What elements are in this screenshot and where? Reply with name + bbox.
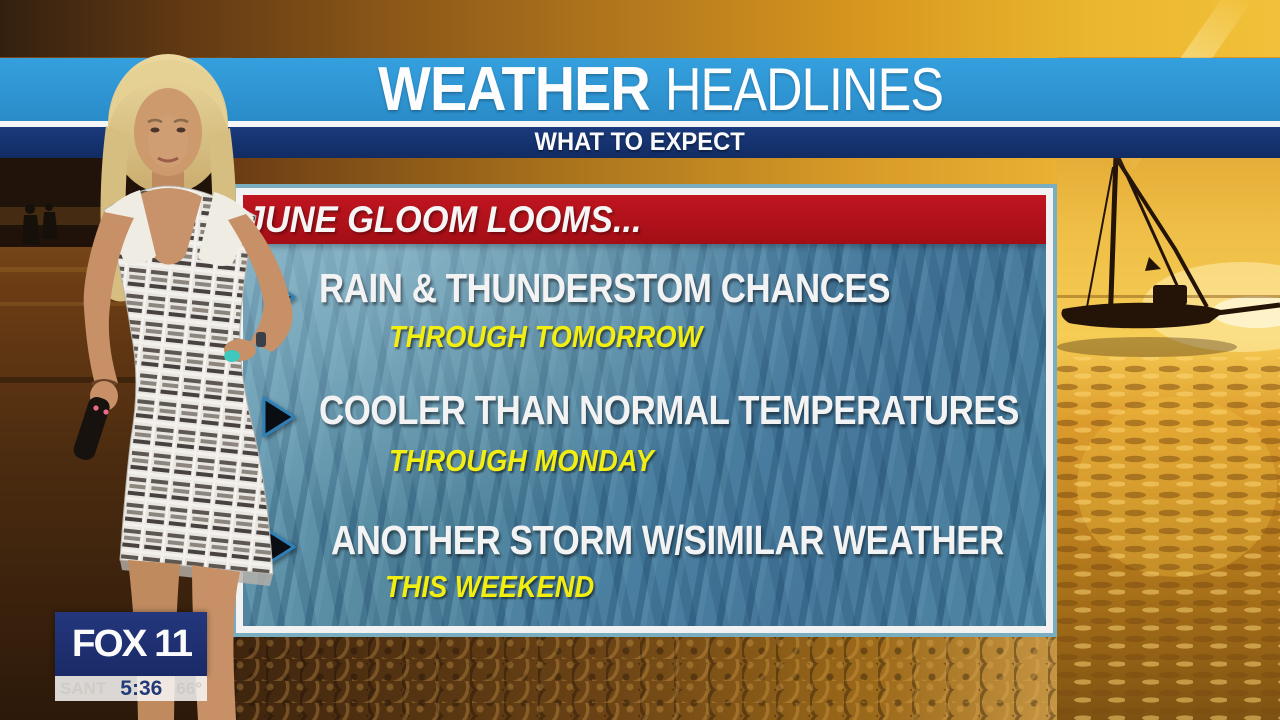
bullet-timing: THIS WEEKEND (385, 569, 595, 604)
clock: 5:36 (120, 676, 163, 700)
watch (256, 332, 266, 347)
banner-title: WEATHER HEADLINES (348, 58, 997, 121)
clicker-remote (73, 397, 110, 461)
fox11-logo: FOX 11 (55, 612, 207, 676)
panel-frame: JUNE GLOOM LOOMS... RAIN & THUNDERSTOM C… (236, 188, 1053, 633)
banner-separator (0, 121, 1280, 127)
bullet-arrow-icon (262, 396, 296, 438)
bullet-title: ANOTHER STORM W/SIMILAR WEATHER (331, 517, 1004, 563)
banner-title-weather: WEATHER (377, 55, 651, 124)
headlines-panel: JUNE GLOOM LOOMS... RAIN & THUNDERSTOM C… (232, 184, 1057, 637)
sunset-sky-strip (0, 0, 1280, 58)
bullet-title: RAIN & THUNDERSTOM CHANCES (319, 265, 891, 311)
panel-content: JUNE GLOOM LOOMS... RAIN & THUNDERSTOM C… (243, 195, 1046, 626)
beach-bottom-strip (232, 637, 1057, 720)
ticker-bar: SANT 5:36 66° (55, 676, 207, 701)
banner-title-headlines: HEADLINES (665, 56, 944, 123)
beach-mid-strip (232, 158, 1057, 184)
hair-fringe (108, 60, 228, 132)
dress (103, 185, 274, 575)
subtitle-text: WHAT TO EXPECT (534, 128, 746, 156)
remote-button (224, 350, 240, 362)
bullet-timing: THROUGH TOMORROW (389, 319, 703, 354)
dress-strap (198, 192, 254, 266)
headline-text: JUNE GLOOM LOOMS... (245, 198, 642, 240)
beach-right-background (1057, 57, 1280, 720)
headline-red-bar: JUNE GLOOM LOOMS... (243, 195, 1046, 244)
fox11-logo-text: FOX 11 (71, 622, 192, 665)
ticker-right-text: 66° (176, 678, 202, 698)
station-bug: FOX 11 SANT 5:36 66° (55, 612, 207, 701)
ticker-left-text: SANT (60, 678, 107, 698)
right-arm (83, 212, 134, 388)
bullet-title: COOLER THAN NORMAL TEMPERATURES (319, 387, 1019, 433)
left-arm (228, 214, 293, 352)
bullet-timing: THROUGH MONDAY (389, 443, 654, 478)
